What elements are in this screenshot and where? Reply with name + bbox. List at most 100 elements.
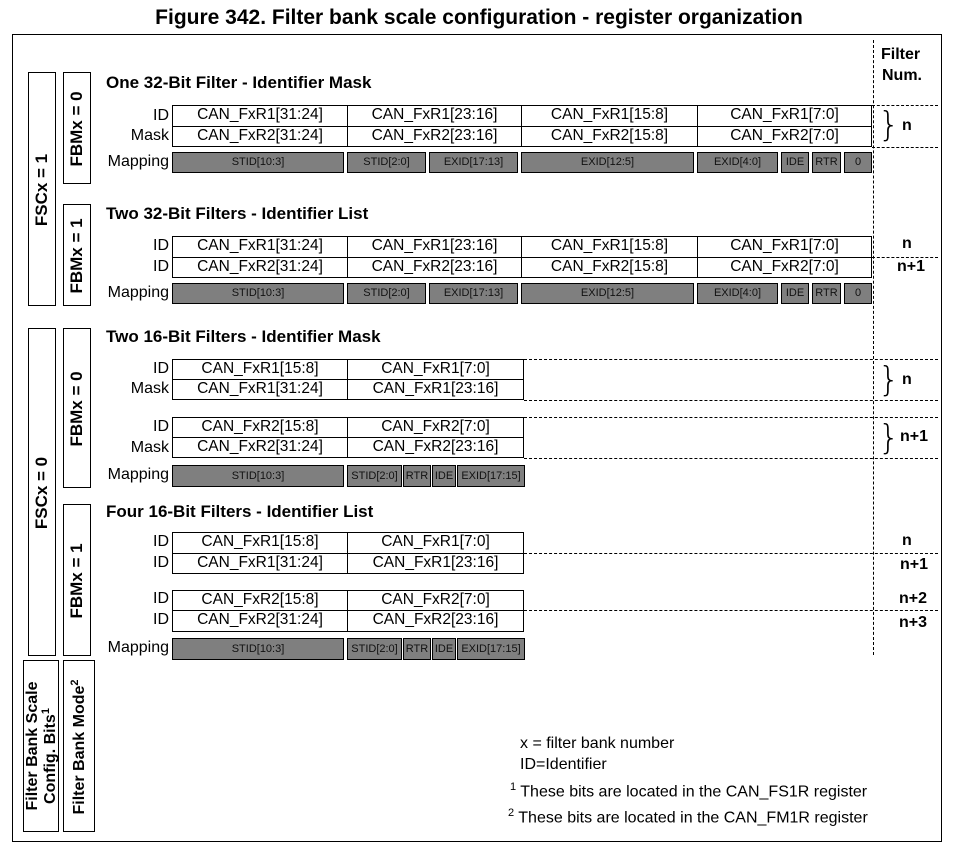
fbm1-label-a: FBMx = 1: [67, 218, 86, 294]
mapping-cell: IDE: [432, 638, 456, 660]
register-cell: CAN_FxR1[7:0]: [697, 236, 872, 258]
mapping-cell: EXID[17:13]: [429, 283, 518, 304]
register-cell: CAN_FxR2[23:16]: [347, 126, 522, 147]
filter-num-guide: [524, 417, 938, 418]
filter-num: n+1: [900, 556, 929, 573]
register-cell: CAN_FxR1[23:16]: [347, 379, 524, 400]
register-cell: CAN_FxR1[31:24]: [172, 105, 348, 127]
row-label: ID: [153, 258, 169, 275]
register-cell: CAN_FxR2[31:24]: [172, 610, 348, 632]
filter-num: n: [902, 117, 912, 134]
legend-x: x = filter bank number: [520, 735, 675, 752]
fbm0-label-a: FBMx = 0: [67, 91, 86, 167]
fbm0-box-a: FBMx = 0: [63, 72, 91, 184]
register-cell: CAN_FxR1[7:0]: [347, 532, 524, 554]
filter-num: n+1: [897, 258, 926, 275]
section-title: Two 16-Bit Filters - Identifier Mask: [106, 327, 381, 346]
filter-num-header-line2: Num.: [882, 67, 922, 84]
figure-frame: [12, 34, 942, 842]
mapping-cell: RTR: [812, 283, 841, 304]
fbm1-label-b: FBMx = 1: [67, 543, 86, 619]
mode-bits-box: Filter Bank Mode2: [63, 660, 95, 832]
fbm1-box-a: FBMx = 1: [63, 204, 91, 306]
register-cell: CAN_FxR2[7:0]: [697, 257, 872, 278]
register-cell: CAN_FxR1[23:16]: [347, 553, 524, 574]
register-cell: CAN_FxR2[15:8]: [521, 126, 698, 147]
register-cell: CAN_FxR1[23:16]: [347, 236, 522, 258]
register-cell: CAN_FxR1[31:24]: [172, 236, 348, 258]
mapping-cell: EXID[4:0]: [697, 283, 778, 304]
row-label: ID: [153, 533, 169, 550]
brace-icon: }: [878, 360, 900, 400]
register-cell: CAN_FxR2[15:8]: [172, 590, 348, 611]
register-cell: CAN_FxR1[15:8]: [521, 105, 698, 127]
section-title: Two 32-Bit Filters - Identifier List: [106, 204, 369, 223]
mapping-cell: EXID[4:0]: [697, 152, 778, 173]
mapping-cell: STID[10:3]: [172, 152, 344, 173]
fscx0-label: FSCx = 0: [32, 456, 51, 530]
register-cell: CAN_FxR2[15:8]: [521, 257, 698, 278]
filter-num: n: [902, 532, 912, 549]
filter-num-guide: [872, 105, 938, 106]
mapping-label: Mapping: [107, 284, 169, 301]
mapping-cell: EXID[17:15]: [457, 638, 525, 660]
mapping-cell: IDE: [781, 152, 809, 173]
register-cell: CAN_FxR1[7:0]: [347, 359, 524, 380]
register-cell: CAN_FxR1[15:8]: [172, 359, 348, 380]
register-cell: CAN_FxR2[31:24]: [172, 257, 348, 278]
mode-bits-label: Filter Bank Mode2: [68, 679, 89, 815]
row-label: ID: [153, 237, 169, 254]
row-label: ID: [153, 360, 169, 377]
mapping-cell: STID[10:3]: [172, 638, 344, 660]
register-cell: CAN_FxR2[7:0]: [347, 417, 524, 438]
mapping-cell: STID[2:0]: [347, 638, 402, 660]
register-cell: CAN_FxR1[23:16]: [347, 105, 522, 127]
filter-num: n+1: [900, 428, 929, 445]
mapping-label: Mapping: [107, 153, 169, 170]
row-label: ID: [153, 554, 169, 571]
mapping-cell: STID[2:0]: [347, 283, 426, 304]
mapping-cell: STID[2:0]: [347, 465, 402, 487]
register-cell: CAN_FxR1[31:24]: [172, 379, 348, 400]
row-label: Mask: [130, 127, 169, 144]
mapping-cell: RTR: [403, 465, 431, 487]
mapping-cell: EXID[17:15]: [457, 465, 525, 487]
brace-icon: }: [878, 418, 900, 458]
row-label: Mask: [130, 439, 169, 456]
brace-icon: }: [878, 105, 900, 145]
fscx1-box: FSCx = 1: [28, 72, 56, 306]
register-cell: CAN_FxR2[7:0]: [697, 126, 872, 147]
mapping-cell: IDE: [432, 465, 456, 487]
row-label: ID: [153, 107, 169, 124]
register-cell: CAN_FxR2[31:24]: [172, 126, 348, 147]
fbm1-box-b: FBMx = 1: [63, 504, 91, 656]
fscx0-box: FSCx = 0: [28, 328, 56, 656]
mapping-cell: EXID[12:5]: [521, 283, 694, 304]
mapping-label: Mapping: [107, 639, 169, 656]
register-cell: CAN_FxR1[15:8]: [521, 236, 698, 258]
filter-num-guide: [524, 553, 938, 554]
row-label: ID: [153, 611, 169, 628]
filter-num-guide: [524, 610, 938, 611]
section-title: One 32-Bit Filter - Identifier Mask: [106, 73, 372, 92]
register-cell: CAN_FxR2[15:8]: [172, 417, 348, 438]
filter-num: n+3: [899, 614, 928, 631]
filter-num-guide: [524, 400, 938, 401]
scale-bits-line2: Config. Bits1: [39, 708, 60, 804]
mapping-cell: EXID[12:5]: [521, 152, 694, 173]
filter-num-divider: [873, 40, 874, 655]
mapping-cell: EXID[17:13]: [429, 152, 518, 173]
register-cell: CAN_FxR2[23:16]: [347, 610, 524, 632]
footnote-2: 2 These bits are located in the CAN_FM1R…: [508, 807, 868, 827]
mapping-cell: 0: [844, 283, 872, 304]
fscx1-label: FSCx = 1: [32, 153, 51, 227]
mapping-label: Mapping: [107, 466, 169, 483]
register-cell: CAN_FxR2[7:0]: [347, 590, 524, 611]
section-title: Four 16-Bit Filters - Identifier List: [106, 502, 374, 521]
footnote-1: 1 These bits are located in the CAN_FS1R…: [510, 781, 868, 801]
mapping-cell: IDE: [781, 283, 809, 304]
mapping-cell: 0: [844, 152, 872, 173]
figure-title: Figure 342. Filter bank scale configurat…: [155, 6, 803, 29]
fbm0-box-b: FBMx = 0: [63, 328, 91, 488]
register-cell: CAN_FxR1[31:24]: [172, 553, 348, 574]
